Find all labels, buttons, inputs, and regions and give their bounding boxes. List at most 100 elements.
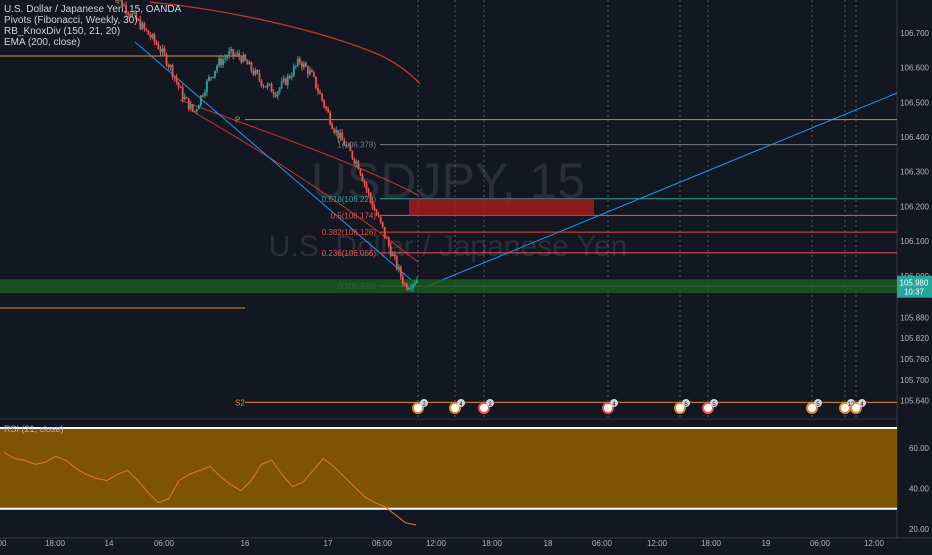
candle-body — [335, 130, 337, 132]
candle-body — [263, 86, 265, 87]
candle-body — [382, 222, 384, 227]
candle-body — [244, 55, 246, 61]
candle-body — [416, 280, 418, 283]
candle-body — [333, 129, 335, 133]
candle-body — [248, 62, 250, 64]
pivot-label-s2: S2 — [235, 398, 245, 407]
candle-body — [273, 92, 275, 94]
candle-body — [287, 76, 289, 85]
time-tick-label: 18 — [544, 539, 553, 548]
support-band — [0, 279, 897, 293]
candle — [200, 95, 202, 107]
candle-body — [402, 277, 404, 284]
time-tick-label: 18:00 — [45, 539, 66, 548]
candle-body — [317, 88, 319, 92]
candle-body — [404, 284, 406, 285]
candle-body — [366, 184, 368, 189]
pivot-label-p: P — [235, 116, 240, 125]
candle-body — [297, 59, 299, 66]
candle-body — [319, 92, 321, 94]
candle-body — [386, 237, 388, 238]
price-tick-label: 106.100 — [900, 237, 929, 246]
candle-body — [271, 84, 273, 92]
candle — [192, 104, 194, 112]
candle-body — [192, 104, 194, 110]
candle-body — [232, 49, 234, 55]
candle-body — [267, 84, 269, 87]
current-price-label: 105.980 — [900, 279, 929, 288]
indicator-knoxdiv[interactable]: RB_KnoxDiv (150, 21, 20) — [4, 26, 181, 37]
candle-body — [281, 81, 283, 87]
candle-body — [327, 109, 329, 113]
candle-body — [285, 78, 287, 85]
indicator-pivots[interactable]: Pivots (Fibonacci, Weekly, 30) — [4, 15, 181, 26]
time-tick-label: 12:00 — [426, 539, 447, 548]
candle-body — [180, 87, 182, 88]
candle-body — [372, 201, 374, 208]
indicator-ema[interactable]: EMA (200, close) — [4, 37, 181, 48]
rsi-label: RSI (21, close) — [4, 424, 64, 434]
price-tick-label: 105.880 — [900, 313, 929, 322]
candle-body — [240, 57, 242, 62]
candle-body — [261, 80, 263, 86]
time-tick-label: 18:00 — [701, 539, 722, 548]
candle-body — [208, 77, 210, 80]
candle-body — [353, 159, 355, 164]
candle-body — [398, 267, 400, 269]
candle-body — [160, 49, 162, 52]
candle-body — [212, 77, 214, 78]
candle-body — [311, 70, 313, 72]
candle-body — [172, 65, 174, 77]
candle-body — [188, 98, 190, 109]
candle-body — [295, 66, 297, 67]
candle-body — [230, 49, 232, 51]
rsi-tick-label: 20.00 — [909, 525, 930, 534]
time-tick-label: 16 — [241, 539, 250, 548]
candle — [351, 151, 353, 160]
price-tick-label: 105.820 — [900, 334, 929, 343]
candle-body — [384, 227, 386, 237]
candle-body — [394, 254, 396, 256]
time-tick-label: 00 — [0, 539, 7, 548]
candle-body — [337, 130, 339, 138]
candle-body — [396, 257, 398, 269]
candle-body — [242, 55, 244, 62]
candle-body — [164, 48, 166, 54]
candle-body — [291, 76, 293, 78]
price-tick-label: 105.700 — [900, 376, 929, 385]
candle — [172, 64, 174, 80]
candle-body — [331, 124, 333, 129]
candle-body — [388, 238, 390, 246]
time-tick-label: 18:00 — [482, 539, 503, 548]
candle-body — [269, 84, 271, 85]
candle-body — [202, 95, 204, 96]
price-tick-label: 106.500 — [900, 98, 929, 107]
chart-legend: U.S. Dollar / Japanese Yen, 15, OANDA Pi… — [4, 4, 181, 48]
candle-body — [305, 63, 307, 67]
candle-body — [216, 66, 218, 71]
candle-body — [228, 51, 230, 57]
candle-body — [194, 111, 196, 112]
candle-body — [406, 284, 408, 289]
candle-body — [174, 77, 176, 78]
candle — [329, 110, 331, 126]
candle-body — [275, 94, 277, 96]
candle-body — [356, 162, 358, 164]
candle-body — [186, 97, 188, 98]
price-tick-label: 106.200 — [900, 202, 929, 211]
time-tick-label: 06:00 — [810, 539, 831, 548]
time-tick-label: 19 — [762, 539, 771, 548]
candle-body — [362, 175, 364, 181]
candle-body — [392, 254, 394, 256]
candle-body — [222, 59, 224, 65]
candle-body — [210, 77, 212, 78]
candle-body — [412, 284, 414, 288]
time-tick-label: 17 — [324, 539, 333, 548]
candle-body — [321, 94, 323, 100]
symbol-title[interactable]: U.S. Dollar / Japanese Yen, 15, OANDA — [4, 4, 181, 15]
candle-body — [224, 58, 226, 59]
candle-body — [349, 145, 351, 151]
price-tick-label: 106.600 — [900, 64, 929, 73]
